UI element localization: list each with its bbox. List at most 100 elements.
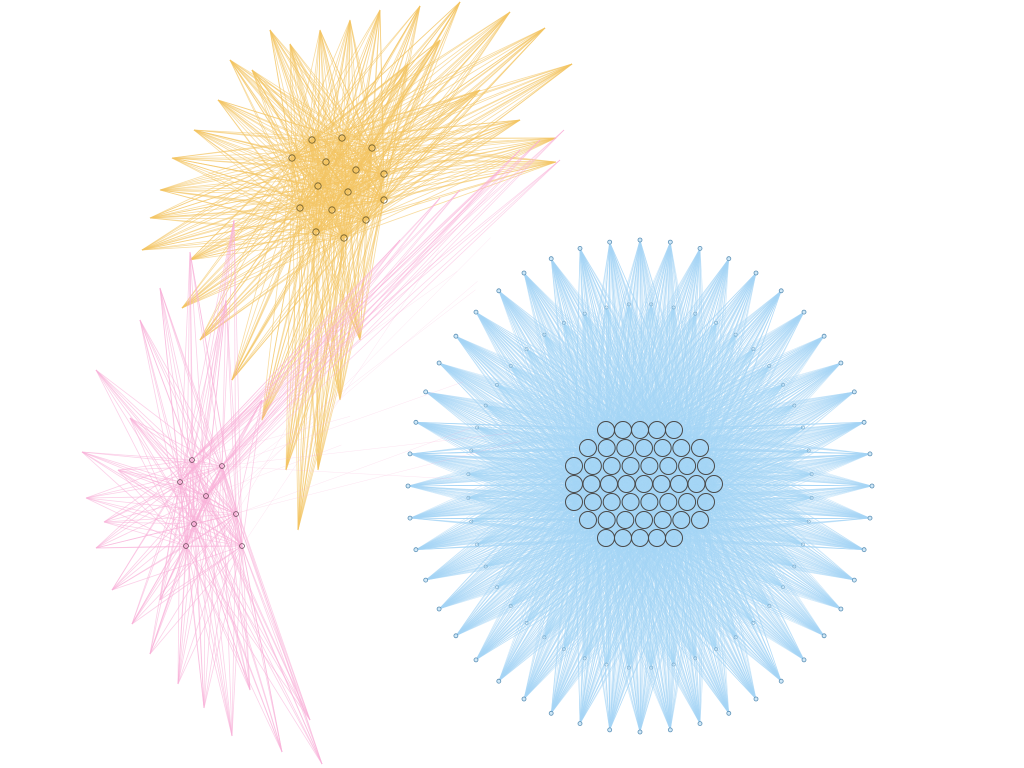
edge xyxy=(498,537,607,682)
edge xyxy=(686,322,717,467)
edge xyxy=(649,465,754,623)
edge xyxy=(468,447,607,475)
edge xyxy=(630,365,770,467)
edge xyxy=(628,447,645,668)
edge xyxy=(668,290,782,503)
edge xyxy=(687,450,809,467)
edge xyxy=(611,304,630,467)
edge xyxy=(526,429,658,623)
edge xyxy=(485,465,575,567)
edge xyxy=(526,348,658,431)
edge xyxy=(705,365,770,467)
edge xyxy=(705,465,809,522)
edge xyxy=(605,429,717,650)
edge xyxy=(468,465,669,475)
edge xyxy=(592,465,812,475)
edge xyxy=(485,405,631,467)
edge xyxy=(686,349,754,467)
edge xyxy=(673,429,795,567)
edge xyxy=(587,447,652,668)
edge xyxy=(485,447,663,567)
edge xyxy=(630,465,717,650)
edge xyxy=(544,334,612,467)
edge xyxy=(526,348,663,449)
edge xyxy=(415,483,575,550)
edge xyxy=(485,465,612,567)
edge xyxy=(605,258,730,539)
edge xyxy=(409,453,607,539)
edge xyxy=(471,465,669,522)
edge xyxy=(477,427,701,449)
edge xyxy=(510,429,624,607)
edge xyxy=(639,239,682,521)
edge xyxy=(475,519,607,661)
edge xyxy=(662,447,784,588)
edge xyxy=(699,427,803,449)
edge xyxy=(584,313,650,467)
edge xyxy=(510,365,624,431)
edge xyxy=(605,429,809,451)
edge xyxy=(498,290,612,503)
edge xyxy=(605,429,754,623)
edge xyxy=(630,465,784,588)
edge xyxy=(563,322,594,467)
edge xyxy=(496,384,594,467)
edge xyxy=(649,465,652,668)
edge xyxy=(475,311,624,539)
edge xyxy=(485,405,663,449)
edge xyxy=(579,248,626,521)
edge xyxy=(455,537,658,637)
edge xyxy=(592,365,770,467)
edge xyxy=(605,335,825,539)
edge xyxy=(409,453,658,539)
edge xyxy=(592,465,696,659)
edge xyxy=(425,391,607,539)
edge xyxy=(468,465,650,499)
edge xyxy=(526,349,589,449)
edge xyxy=(649,307,674,467)
edge xyxy=(605,429,674,665)
edge xyxy=(622,304,652,431)
edge xyxy=(686,384,784,467)
edge xyxy=(606,311,805,449)
edge xyxy=(415,422,701,521)
edge xyxy=(686,365,770,467)
edge xyxy=(425,537,607,581)
edge xyxy=(639,311,805,539)
edge xyxy=(563,322,575,467)
edge xyxy=(415,422,641,539)
edge xyxy=(573,465,696,659)
edge xyxy=(609,537,624,730)
edge xyxy=(639,239,707,467)
edge xyxy=(526,447,682,623)
edge xyxy=(563,322,650,467)
edge xyxy=(630,465,795,567)
edge xyxy=(468,465,612,475)
edge xyxy=(544,334,675,431)
edge xyxy=(510,365,607,449)
edge xyxy=(476,429,641,545)
edge xyxy=(485,429,607,567)
edge xyxy=(496,384,682,449)
edge xyxy=(544,447,645,638)
edge xyxy=(468,429,675,475)
edge xyxy=(510,465,594,607)
edge xyxy=(471,447,607,451)
edge xyxy=(579,537,641,724)
edge xyxy=(656,429,770,607)
edge xyxy=(415,422,669,503)
edge xyxy=(686,313,696,467)
edge xyxy=(498,290,607,539)
edge xyxy=(579,537,675,724)
edge xyxy=(496,483,575,588)
edge xyxy=(584,313,626,449)
edge xyxy=(686,405,795,467)
edge xyxy=(415,422,624,539)
edge xyxy=(523,272,624,539)
edge xyxy=(468,447,589,475)
edge xyxy=(550,537,675,714)
edge xyxy=(605,307,674,431)
edge xyxy=(485,405,592,485)
edge xyxy=(477,427,593,467)
edge xyxy=(510,465,612,607)
